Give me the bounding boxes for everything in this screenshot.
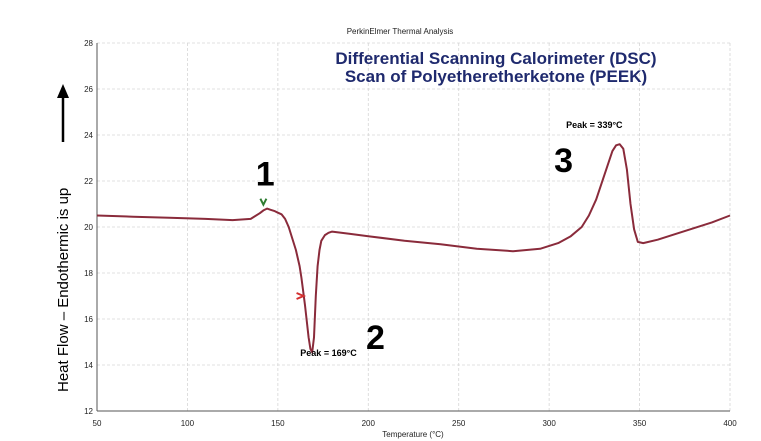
dsc-series-line xyxy=(96,143,731,354)
x-axis-title: Temperature (°C) xyxy=(382,430,444,439)
x-tick-label: 100 xyxy=(181,419,195,428)
marker-group xyxy=(259,198,307,300)
y-tick-label: 12 xyxy=(84,407,93,416)
y-tick-label: 22 xyxy=(84,177,93,186)
axes xyxy=(96,43,730,412)
x-tick-label: 200 xyxy=(362,419,376,428)
y-axis-title: Heat Flow – Endothermic is up xyxy=(55,188,72,392)
chart-title-line-1: Differential Scanning Calorimeter (DSC) xyxy=(335,49,656,68)
peak-annotation: Peak = 169°C xyxy=(300,348,357,358)
peak-annotation: Peak = 339°C xyxy=(566,120,623,130)
arrow-up-icon xyxy=(57,84,69,98)
x-tick-labels: 50 100 150 200 250 300 350 400 xyxy=(93,419,738,428)
x-tick-label: 250 xyxy=(452,419,466,428)
x-tick-label: 300 xyxy=(542,419,556,428)
red-marker-icon xyxy=(296,292,307,300)
y-tick-label: 24 xyxy=(84,131,93,140)
x-tick-label: 400 xyxy=(723,419,737,428)
green-marker-icon xyxy=(259,198,268,207)
grid-lines xyxy=(96,42,731,412)
y-axis-title-group: Heat Flow – Endothermic is up xyxy=(55,84,72,392)
annotation-group: 1 2 3 Peak = 169°C Peak = 339°C xyxy=(256,120,623,358)
y-tick-label: 20 xyxy=(84,223,93,232)
chart-header: PerkinElmer Thermal Analysis xyxy=(347,27,454,36)
y-tick-label: 16 xyxy=(84,315,93,324)
y-tick-label: 14 xyxy=(84,361,93,370)
series-group xyxy=(96,143,731,354)
peak-number-annotation: 1 xyxy=(256,156,275,194)
x-tick-label: 50 xyxy=(93,419,102,428)
chart-title-line-2: Scan of Polyetheretherketone (PEEK) xyxy=(345,67,647,86)
peak-number-annotation: 3 xyxy=(554,142,573,180)
y-tick-label: 28 xyxy=(84,39,93,48)
y-tick-labels: 12 14 16 18 20 22 24 26 28 xyxy=(84,39,93,416)
y-tick-label: 26 xyxy=(84,85,93,94)
x-tick-label: 350 xyxy=(633,419,647,428)
y-tick-label: 18 xyxy=(84,269,93,278)
x-tick-label: 150 xyxy=(271,419,285,428)
peak-number-annotation: 2 xyxy=(366,319,385,357)
